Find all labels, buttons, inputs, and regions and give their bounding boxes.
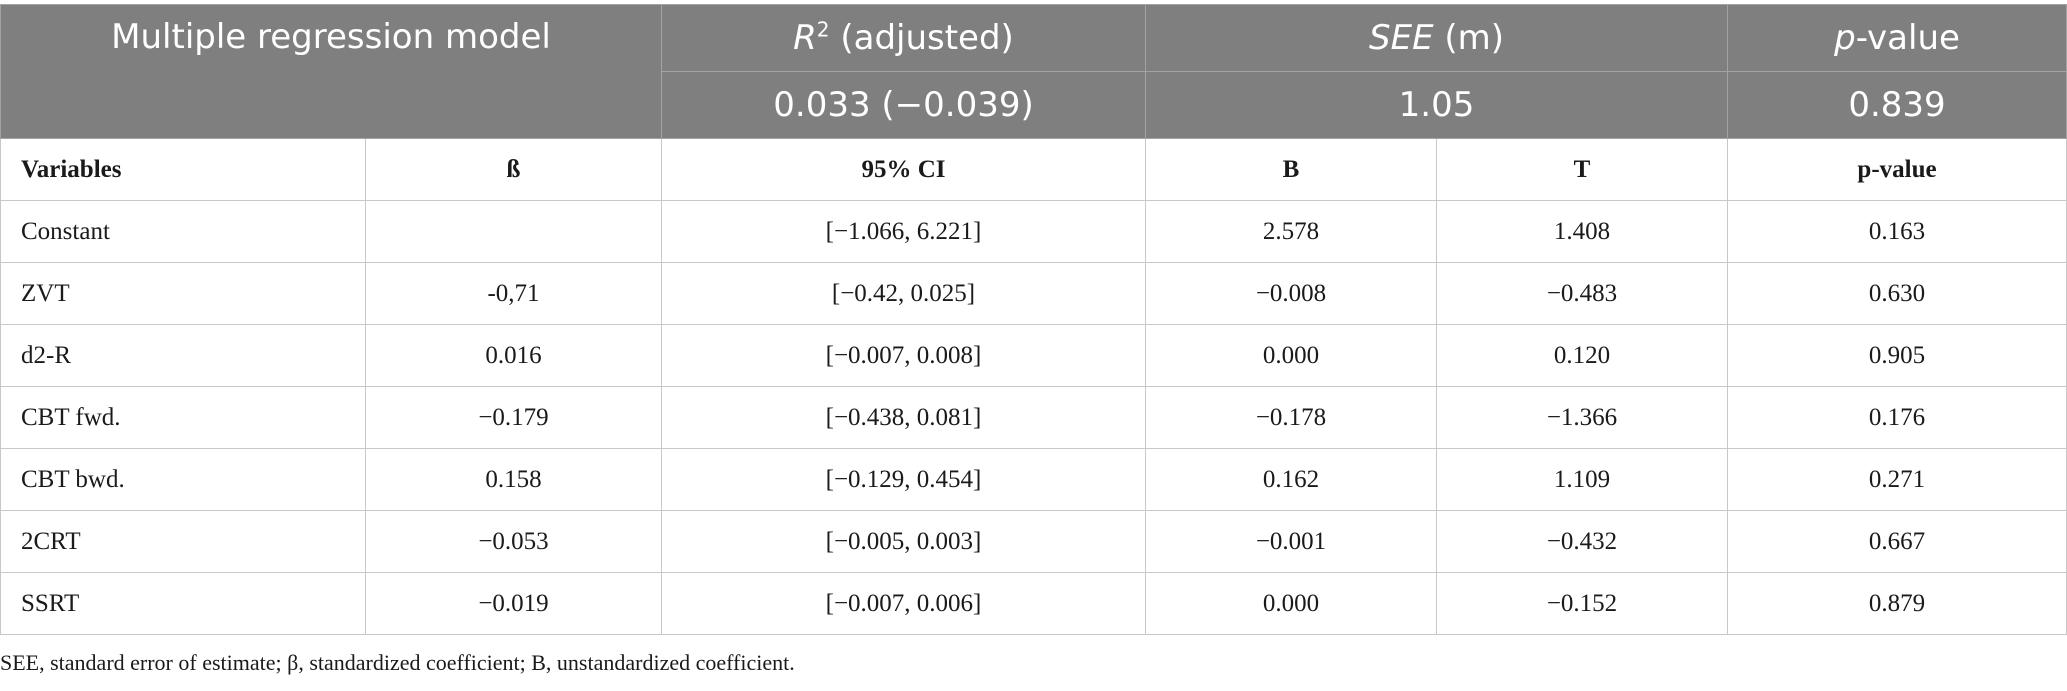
- model-title-cell: Multiple regression model: [0, 4, 662, 139]
- cell-beta: −0.179: [365, 386, 662, 449]
- header-row-values: 0.033 (−0.039) 1.05 0.839: [1, 71, 2067, 139]
- cell-variable: CBT bwd.: [0, 448, 366, 511]
- cell-pvalue: 0.630: [1727, 262, 2067, 325]
- cell-pvalue: 0.905: [1727, 324, 2067, 387]
- cell-variable: SSRT: [0, 572, 366, 635]
- cell-pvalue: 0.163: [1727, 200, 2067, 263]
- cell-t: −0.152: [1435, 572, 1729, 635]
- cell-beta: -0,71: [365, 262, 662, 325]
- cell-ci: [−0.005, 0.003]: [661, 510, 1146, 573]
- cell-ci: [−0.007, 0.008]: [661, 324, 1146, 387]
- col-pvalue: p-value: [1727, 138, 2067, 201]
- header-row-labels: Multiple regression model R2 (adjusted) …: [0, 4, 2067, 139]
- see-header-cell: SEE (m): [1144, 4, 1729, 72]
- cell-ci: [−1.066, 6.221]: [661, 200, 1146, 263]
- cell-variable: ZVT: [0, 262, 366, 325]
- r2-superscript: 2: [816, 17, 830, 42]
- cell-b: 0.162: [1145, 448, 1437, 511]
- cell-beta: −0.053: [365, 510, 662, 573]
- cell-variable: d2-R: [0, 324, 366, 387]
- p-suffix: -value: [1855, 18, 1960, 58]
- cell-b: 0.000: [1145, 324, 1437, 387]
- cell-ci: [−0.42, 0.025]: [661, 262, 1146, 325]
- cell-ci: [−0.007, 0.006]: [661, 572, 1146, 635]
- r2-header-cell: R2 (adjusted): [661, 4, 1146, 72]
- cell-pvalue: 0.879: [1727, 572, 2067, 635]
- col-variables: Variables: [0, 138, 366, 201]
- r2-suffix: (adjusted): [829, 18, 1014, 58]
- col-ci: 95% CI: [661, 138, 1146, 201]
- table-footnote: SEE, standard error of estimate; β, stan…: [0, 650, 795, 675]
- col-t: T: [1435, 138, 1729, 201]
- table-row: CBT bwd. 0.158 [−0.129, 0.454] 0.162 1.1…: [0, 448, 2067, 511]
- cell-variable: 2CRT: [0, 510, 366, 573]
- cell-beta: −0.019: [365, 572, 662, 635]
- cell-beta: 0.158: [365, 448, 662, 511]
- r2-value: 0.033 (−0.039): [661, 71, 1146, 139]
- cell-b: 2.578: [1145, 200, 1437, 263]
- cell-b: −0.008: [1145, 262, 1437, 325]
- cell-t: −1.366: [1435, 386, 1729, 449]
- table-row: d2-R 0.016 [−0.007, 0.008] 0.000 0.120 0…: [0, 324, 2067, 387]
- cell-pvalue: 0.271: [1727, 448, 2067, 511]
- col-b: B: [1145, 138, 1437, 201]
- cell-t: 1.408: [1435, 200, 1729, 263]
- cell-b: 0.000: [1145, 572, 1437, 635]
- cell-beta: [365, 200, 662, 263]
- cell-beta: 0.016: [365, 324, 662, 387]
- regression-table: Multiple regression model R2 (adjusted) …: [0, 4, 2067, 635]
- table-row: 2CRT −0.053 [−0.005, 0.003] −0.001 −0.43…: [0, 510, 2067, 573]
- table-row: CBT fwd. −0.179 [−0.438, 0.081] −0.178 −…: [0, 386, 2067, 449]
- table-row: ZVT -0,71 [−0.42, 0.025] −0.008 −0.483 0…: [0, 262, 2067, 325]
- cell-t: −0.432: [1435, 510, 1729, 573]
- cell-pvalue: 0.176: [1727, 386, 2067, 449]
- cell-variable: Constant: [0, 200, 366, 263]
- cell-b: −0.178: [1145, 386, 1437, 449]
- cell-ci: [−0.438, 0.081]: [661, 386, 1146, 449]
- cell-t: 0.120: [1435, 324, 1729, 387]
- table-row: Constant [−1.066, 6.221] 2.578 1.408 0.1…: [0, 200, 2067, 263]
- cell-variable: CBT fwd.: [0, 386, 366, 449]
- see-suffix: (m): [1433, 18, 1505, 58]
- cell-pvalue: 0.667: [1727, 510, 2067, 573]
- p-header-cell: p-value: [1727, 4, 2067, 72]
- r2-symbol: R: [793, 18, 817, 58]
- see-value: 1.05: [1144, 71, 1729, 139]
- cell-ci: [−0.129, 0.454]: [661, 448, 1146, 511]
- cell-t: 1.109: [1435, 448, 1729, 511]
- see-symbol: SEE: [1369, 18, 1434, 58]
- cell-t: −0.483: [1435, 262, 1729, 325]
- column-header-row: Variables ß 95% CI B T p-value: [0, 138, 2067, 201]
- table-row: SSRT −0.019 [−0.007, 0.006] 0.000 −0.152…: [0, 572, 2067, 635]
- col-beta: ß: [365, 138, 662, 201]
- model-title: Multiple regression model: [111, 17, 551, 57]
- p-symbol: p: [1834, 18, 1856, 58]
- cell-b: −0.001: [1145, 510, 1437, 573]
- p-value: 0.839: [1727, 71, 2067, 139]
